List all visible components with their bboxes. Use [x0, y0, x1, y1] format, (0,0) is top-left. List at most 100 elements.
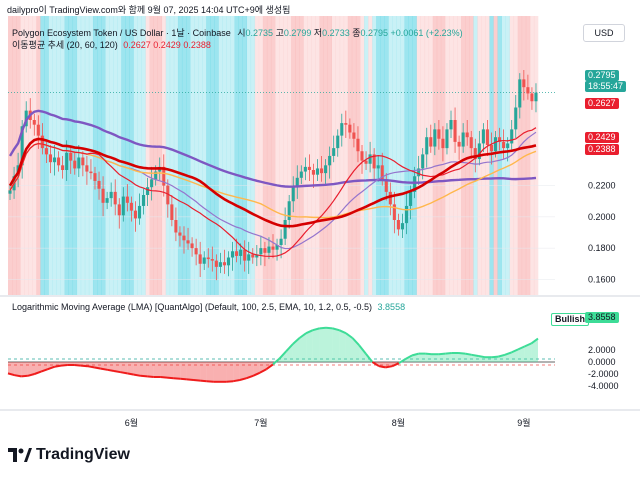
candle-body — [239, 249, 243, 256]
lma-line-segment — [491, 355, 499, 359]
price-axis-tick: 0.1800 — [588, 243, 616, 253]
lma-line-segment — [60, 364, 68, 367]
chart-canvas[interactable]: 0.1600 0.1800 0.2000 0.2200 2.0000 0.0000 -2.0… — [0, 0, 640, 440]
lma-line-segment — [200, 379, 207, 383]
candle-body — [178, 232, 182, 236]
open-value: 0.2735 — [245, 28, 274, 38]
candle-body — [206, 257, 210, 260]
close-value: 0.2795 — [360, 28, 389, 38]
candle-body — [214, 260, 218, 267]
lma-area-segment — [319, 327, 326, 362]
candle-body — [453, 120, 457, 142]
candle-body — [194, 248, 198, 255]
time-axis-tick: 7월 — [254, 417, 267, 428]
lma-line-segment — [74, 364, 81, 367]
ma-slow-line — [8, 109, 537, 188]
ma-legend[interactable]: 이동평균 추세 (20, 60, 120) 0.2627 0.2429 0.23… — [12, 38, 211, 51]
trend-band — [149, 16, 154, 295]
candle-body — [44, 148, 48, 155]
lma-area-segment — [299, 333, 307, 362]
trend-band — [92, 16, 98, 295]
lma-line-segment — [292, 337, 301, 345]
lma-area-segment — [153, 362, 161, 377]
candle-body — [396, 220, 400, 230]
trend-band — [404, 16, 409, 295]
candle-body — [52, 157, 57, 163]
low-value: 0.2733 — [322, 28, 350, 38]
candle-body — [57, 157, 61, 166]
trend-band — [230, 16, 235, 295]
lma-axis-tick: 0.0000 — [588, 357, 616, 367]
trend-band — [218, 16, 223, 295]
attribution-text: dailypro이 TradingView.com와 함께 9월 07, 202… — [7, 5, 291, 15]
lma-area-segment — [239, 362, 247, 380]
lma-legend[interactable]: Logarithmic Moving Average (LMA) [QuantA… — [12, 302, 405, 312]
candle-body — [506, 143, 510, 149]
lma-area-segment — [306, 330, 313, 362]
trend-band — [262, 16, 268, 295]
candle-body — [340, 123, 344, 136]
high-value: 0.2799 — [283, 28, 312, 38]
candle-body — [445, 129, 449, 149]
lma-area-segment — [465, 353, 472, 362]
candle-body — [166, 185, 170, 205]
lma-line-segment — [265, 363, 274, 371]
lma-area-segment — [531, 338, 538, 362]
trend-band — [173, 16, 179, 295]
trend-band — [529, 16, 535, 295]
lma-area-segment — [233, 362, 240, 382]
candle-body — [498, 137, 502, 142]
lma-line-segment — [252, 371, 261, 377]
lma-line-segment — [127, 372, 135, 376]
currency-button[interactable]: USD — [583, 24, 625, 42]
candle-body — [150, 179, 154, 188]
lma-line-segment — [298, 332, 307, 339]
lma-line-segment — [411, 352, 420, 357]
lma-line-segment — [239, 377, 247, 381]
candle-body — [449, 120, 453, 130]
candle-body — [344, 123, 348, 125]
candle-body — [243, 249, 247, 261]
candle-body — [20, 126, 24, 166]
trend-band — [465, 16, 470, 295]
trend-band — [461, 16, 466, 295]
lma-area-segment — [432, 354, 439, 362]
trend-band — [206, 16, 211, 295]
trend-band — [141, 16, 146, 295]
lma-line-segment — [338, 329, 347, 335]
candle-body — [287, 201, 291, 220]
candle-body — [481, 129, 485, 144]
lma-line-segment — [364, 352, 374, 363]
lma-line-segment — [385, 365, 393, 369]
candle-body — [489, 145, 494, 152]
trend-band — [448, 16, 454, 295]
candle-body — [465, 132, 469, 138]
candle-body — [210, 259, 214, 261]
lma-line-segment — [113, 370, 121, 374]
candle-body — [36, 124, 40, 136]
lma-line-segment — [193, 379, 201, 382]
trend-band — [295, 16, 300, 295]
trend-band — [226, 16, 231, 295]
lma-area — [7, 326, 539, 383]
trend-band — [315, 16, 320, 295]
main-legend[interactable]: Polygon Ecosystem Token / US Dollar · 1날… — [12, 26, 463, 39]
candle-body — [328, 155, 332, 166]
trend-band — [125, 16, 130, 295]
lma-axis-tick: 2.0000 — [588, 345, 616, 355]
candle-body — [182, 235, 186, 241]
trend-band — [133, 16, 138, 295]
axis: 0.1600 0.1800 0.2000 0.2200 2.0000 0.0000 -2.0… — [125, 181, 619, 428]
ma20-price-tag: 0.2627 — [585, 98, 619, 109]
time-axis-tick: 6월 — [125, 417, 138, 428]
trend-band — [194, 16, 199, 295]
trend-band — [428, 16, 434, 295]
lma-area-segment — [200, 362, 207, 382]
candle-body — [534, 92, 538, 102]
candle-body — [271, 246, 275, 250]
candle-body — [279, 238, 283, 245]
lma-area-segment — [359, 345, 366, 362]
candle-body — [137, 205, 142, 219]
lma-area-segment — [193, 362, 201, 381]
candle-body — [218, 262, 222, 267]
